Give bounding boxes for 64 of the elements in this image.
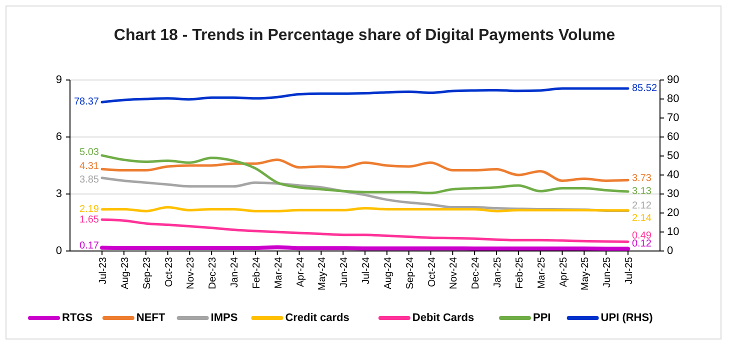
data-label: 5.03 bbox=[80, 147, 100, 158]
y-tick-label: 6 bbox=[56, 130, 62, 143]
x-tick-label: Nov-23 bbox=[186, 256, 197, 290]
y2-tick-label: 80 bbox=[667, 92, 680, 105]
line-series bbox=[100, 218, 630, 243]
x-tick-label: Jun-24 bbox=[339, 256, 350, 288]
y-tick-label: 9 bbox=[56, 74, 62, 86]
y2-tick-label: 20 bbox=[667, 206, 680, 219]
legend-label: IMPS bbox=[210, 312, 238, 324]
y2-tick-label: 70 bbox=[667, 112, 680, 124]
line-series bbox=[100, 158, 630, 182]
data-label: 0.12 bbox=[632, 238, 652, 250]
data-label: 78.37 bbox=[74, 96, 100, 108]
data-label: 1.65 bbox=[80, 214, 100, 226]
x-tick-label: Aug-24 bbox=[382, 256, 394, 290]
chart-title: Chart 18 - Trends in Percentage share of Digital Payments Volume bbox=[114, 27, 616, 44]
x-tick-label: Sep-23 bbox=[142, 256, 153, 290]
x-tick-label: Aug-23 bbox=[120, 256, 131, 290]
data-label: 4.31 bbox=[80, 160, 100, 172]
legend-label: PPI bbox=[533, 312, 551, 324]
y2-tick-label: 40 bbox=[667, 168, 680, 181]
x-tick-label: Oct-24 bbox=[426, 256, 438, 288]
data-label: 2.19 bbox=[80, 204, 100, 216]
line-series bbox=[100, 154, 630, 194]
x-tick-label: Jul-24 bbox=[361, 256, 372, 284]
x-tick-label: Feb-25 bbox=[514, 256, 526, 289]
data-label: 0.17 bbox=[80, 240, 100, 252]
data-label: 3.73 bbox=[632, 172, 652, 184]
y2-tick-label: 50 bbox=[667, 150, 680, 162]
data-label: 3.85 bbox=[80, 174, 100, 186]
data-label: 3.13 bbox=[632, 186, 652, 198]
legend-label: Debit Cards bbox=[412, 312, 474, 324]
x-tick-label: Jan-24 bbox=[230, 256, 240, 288]
x-tick-label: May-25 bbox=[580, 256, 592, 290]
data-label: 2.14 bbox=[632, 212, 652, 224]
x-tick-label: Apr-24 bbox=[295, 256, 306, 288]
x-tick-label: Sep-24 bbox=[404, 256, 416, 290]
y2-tick-label: 10 bbox=[667, 226, 680, 238]
x-tick-label: Dec-24 bbox=[470, 256, 482, 290]
x-tick-label: Mar-24 bbox=[273, 256, 284, 289]
x-tick-label: May-24 bbox=[317, 256, 328, 290]
y2-tick-label: 0 bbox=[667, 244, 674, 257]
y2-tick-label: 60 bbox=[667, 130, 680, 143]
legend-label: NEFT bbox=[136, 312, 166, 324]
x-tick-label: Dec-23 bbox=[208, 256, 219, 290]
line-series bbox=[100, 87, 630, 104]
x-tick-label: Apr-25 bbox=[558, 256, 570, 288]
x-tick-label: Jun-25 bbox=[602, 256, 614, 288]
x-tick-label: Nov-24 bbox=[448, 256, 460, 290]
x-tick-label: Jul-23 bbox=[98, 256, 109, 284]
x-tick-label: Mar-25 bbox=[536, 256, 548, 289]
legend-label: UPI (RHS) bbox=[600, 312, 654, 324]
y2-tick-label: 30 bbox=[667, 188, 680, 200]
x-tick-label: Oct-23 bbox=[164, 256, 175, 288]
legend-label: Credit cards bbox=[285, 312, 350, 324]
x-tick-label: Jul-25 bbox=[624, 256, 635, 284]
legend-label: RTGS bbox=[62, 312, 93, 324]
data-label: 85.52 bbox=[632, 83, 658, 94]
y-tick-label: 0 bbox=[56, 244, 62, 257]
data-label: 2.12 bbox=[632, 200, 652, 212]
y2-tick-label: 90 bbox=[667, 74, 680, 86]
y-tick-label: 3 bbox=[56, 188, 62, 200]
x-tick-label: Jan-25 bbox=[492, 256, 504, 288]
x-tick-label: Feb-24 bbox=[251, 256, 262, 289]
